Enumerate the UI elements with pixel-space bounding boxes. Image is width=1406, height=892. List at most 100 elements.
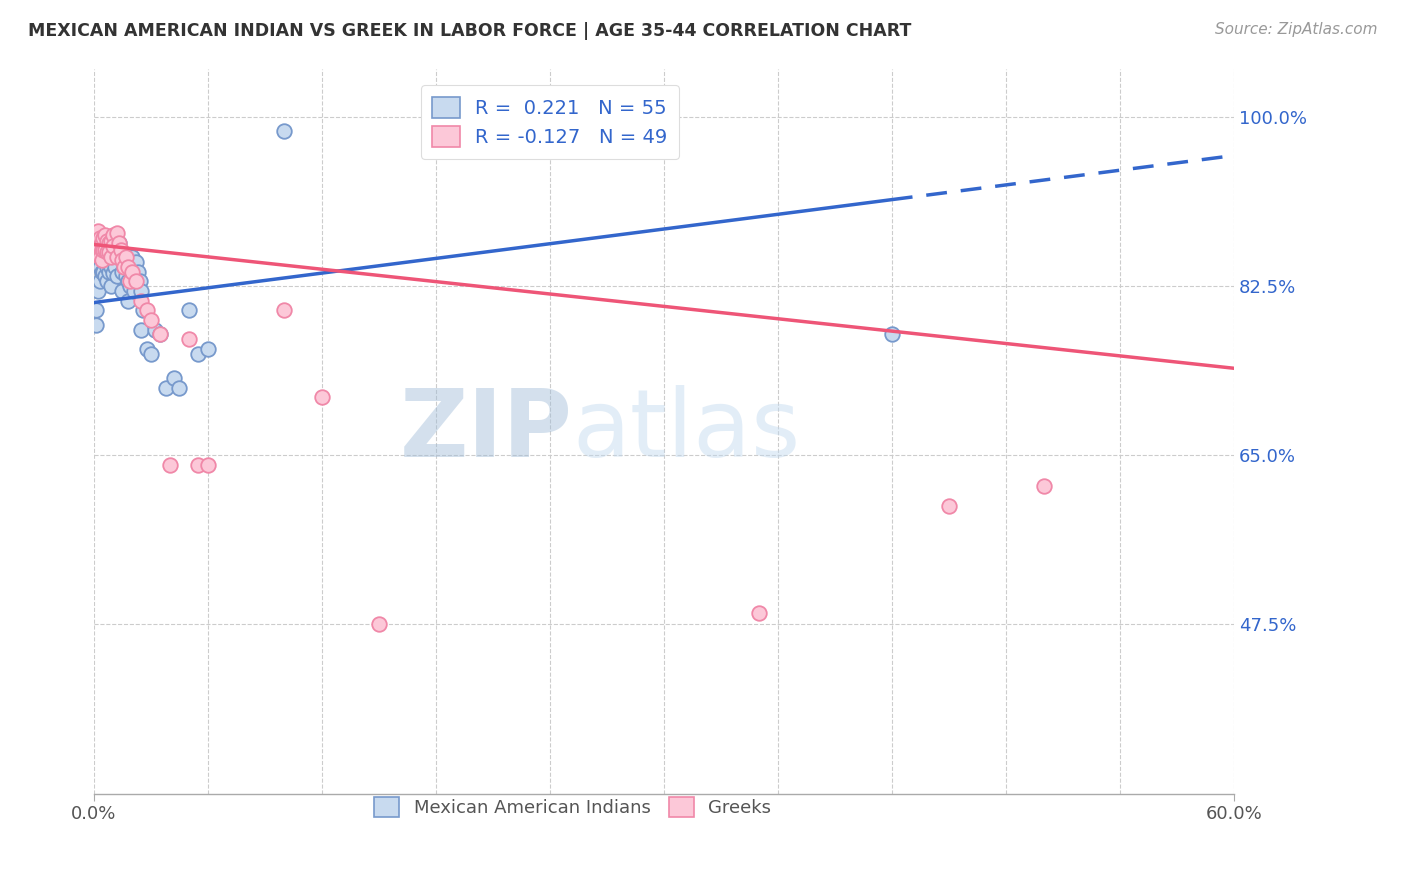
Point — [463, 110, 485, 124]
Point — [84, 247, 107, 261]
Point — [112, 260, 135, 274]
Point — [83, 235, 105, 250]
Point — [93, 264, 115, 278]
Point — [84, 318, 107, 332]
Point — [117, 260, 139, 274]
Point — [197, 458, 219, 472]
Point — [177, 332, 200, 346]
Text: ZIP: ZIP — [399, 385, 572, 477]
Point — [90, 244, 112, 258]
Point — [100, 260, 122, 274]
Point — [104, 260, 127, 274]
Point — [96, 260, 118, 274]
Text: atlas: atlas — [572, 385, 801, 477]
Point — [187, 347, 209, 361]
Point — [131, 284, 153, 298]
Point — [112, 260, 135, 274]
Point — [367, 617, 389, 632]
Point — [94, 244, 117, 258]
Point — [115, 269, 138, 284]
Point — [177, 303, 200, 318]
Point — [273, 124, 295, 138]
Point — [98, 245, 121, 260]
Point — [107, 235, 129, 250]
Point — [90, 235, 112, 250]
Point — [105, 250, 128, 264]
Point — [136, 303, 159, 318]
Point — [107, 235, 129, 250]
Point — [169, 381, 191, 395]
Point — [101, 267, 124, 281]
Point — [84, 237, 107, 252]
Point — [90, 264, 112, 278]
Point — [132, 303, 155, 318]
Point — [90, 252, 112, 267]
Point — [463, 110, 485, 124]
Point — [139, 313, 162, 327]
Point — [93, 250, 115, 264]
Point — [880, 327, 903, 342]
Point — [131, 322, 153, 336]
Text: Source: ZipAtlas.com: Source: ZipAtlas.com — [1215, 22, 1378, 37]
Point — [143, 322, 166, 336]
Point — [197, 342, 219, 356]
Point — [89, 260, 111, 274]
Point — [87, 284, 110, 298]
Point — [105, 226, 128, 240]
Point — [125, 274, 148, 288]
Point — [115, 250, 138, 264]
Point — [311, 390, 333, 404]
Point — [155, 381, 177, 395]
Point — [122, 284, 145, 298]
Point — [938, 499, 960, 513]
Point — [89, 245, 111, 260]
Point — [96, 234, 118, 248]
Point — [105, 269, 128, 284]
Point — [94, 227, 117, 242]
Point — [93, 231, 115, 245]
Point — [89, 274, 111, 288]
Point — [139, 347, 162, 361]
Point — [87, 234, 110, 248]
Point — [159, 458, 181, 472]
Point — [100, 250, 122, 264]
Point — [110, 250, 132, 264]
Point — [100, 279, 122, 293]
Point — [84, 303, 107, 318]
Point — [111, 284, 134, 298]
Point — [127, 264, 149, 278]
Point — [101, 239, 124, 253]
Point — [98, 264, 121, 278]
Point — [89, 240, 111, 254]
Point — [149, 327, 172, 342]
Point — [84, 226, 107, 240]
Point — [748, 606, 770, 620]
Point — [98, 235, 121, 250]
Point — [149, 327, 172, 342]
Point — [121, 269, 143, 284]
Text: MEXICAN AMERICAN INDIAN VS GREEK IN LABOR FORCE | AGE 35-44 CORRELATION CHART: MEXICAN AMERICAN INDIAN VS GREEK IN LABO… — [28, 22, 911, 40]
Point — [96, 274, 118, 288]
Point — [125, 255, 148, 269]
Point — [94, 255, 117, 269]
Point — [111, 264, 134, 278]
Point — [128, 274, 150, 288]
Point — [163, 371, 186, 385]
Point — [98, 250, 121, 264]
Point — [121, 264, 143, 278]
Point — [110, 244, 132, 258]
Point — [118, 279, 141, 293]
Point — [111, 252, 134, 267]
Point — [93, 244, 115, 258]
Point — [101, 227, 124, 242]
Point — [121, 250, 143, 264]
Point — [131, 293, 153, 308]
Point — [83, 245, 105, 260]
Point — [273, 303, 295, 318]
Point — [118, 255, 141, 269]
Point — [94, 269, 117, 284]
Point — [89, 250, 111, 264]
Point — [100, 234, 122, 248]
Point — [90, 235, 112, 250]
Point — [187, 458, 209, 472]
